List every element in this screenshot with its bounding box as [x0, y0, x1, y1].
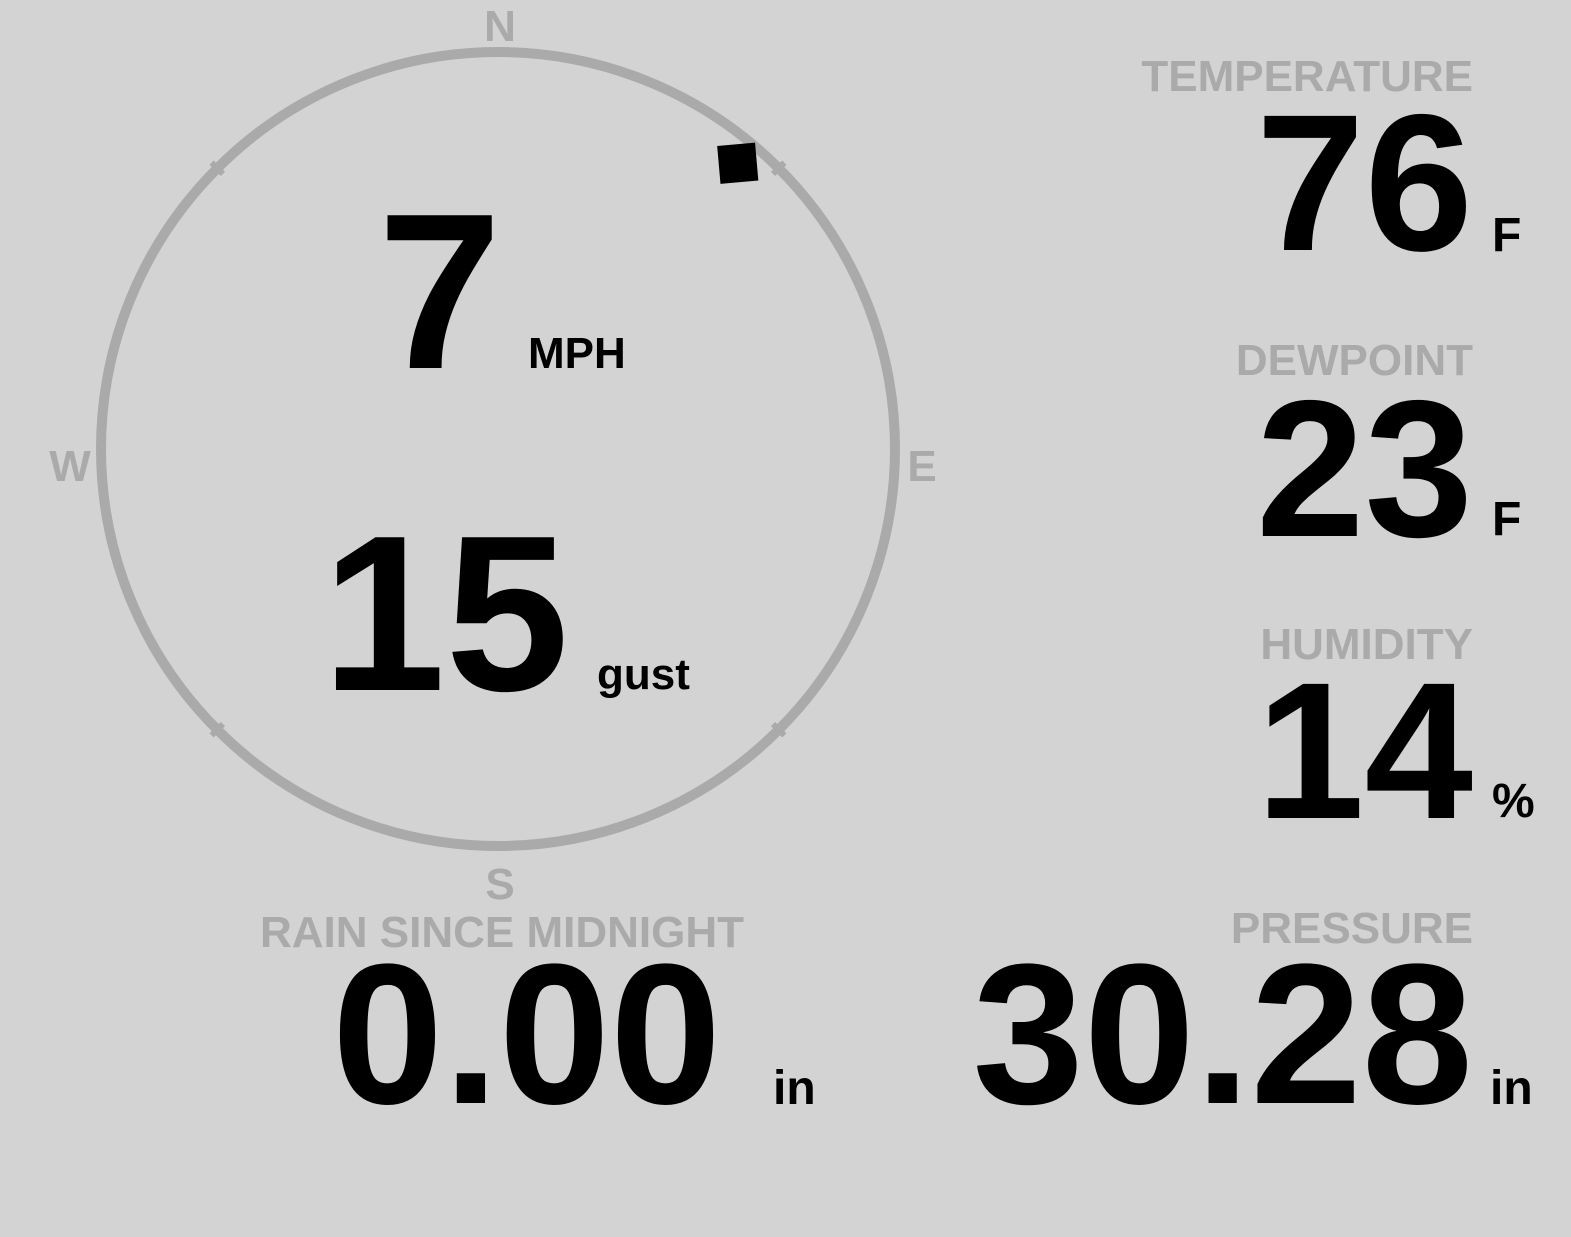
wind-gust-value: 15	[322, 490, 569, 738]
compass-east-label: E	[907, 442, 937, 491]
dewpoint-unit: F	[1492, 493, 1522, 546]
dewpoint-value: 23	[1256, 360, 1473, 578]
compass-tick	[770, 160, 787, 177]
pressure-value: 30.28	[972, 923, 1474, 1146]
rain-unit: in	[773, 1062, 816, 1115]
compass-tick	[209, 160, 226, 177]
compass-south-label: S	[485, 860, 515, 909]
temperature-unit: F	[1492, 209, 1522, 262]
compass-west-label: W	[49, 442, 91, 491]
pressure-unit: in	[1490, 1062, 1533, 1115]
temperature-label: TEMPERATURE	[1141, 52, 1473, 101]
compass-tick	[209, 721, 226, 738]
wind-speed-unit: MPH	[528, 329, 626, 378]
pressure-label: PRESSURE	[1230, 904, 1473, 953]
rain-label: RAIN SINCE MIDNIGHT	[260, 908, 744, 957]
humidity-label: HUMIDITY	[1260, 620, 1473, 669]
compass-tick	[770, 721, 787, 738]
compass-ring	[96, 47, 900, 851]
humidity-value: 14	[1256, 642, 1473, 860]
wind-speed-value: 7	[378, 168, 502, 416]
wind-direction-marker	[717, 142, 759, 184]
wind-gust-label: gust	[597, 650, 690, 699]
compass-north-label: N	[484, 2, 516, 51]
dewpoint-label: DEWPOINT	[1235, 336, 1473, 385]
temperature-value: 76	[1256, 74, 1473, 292]
rain-value: 0.00	[332, 923, 722, 1146]
humidity-unit: %	[1492, 775, 1535, 828]
